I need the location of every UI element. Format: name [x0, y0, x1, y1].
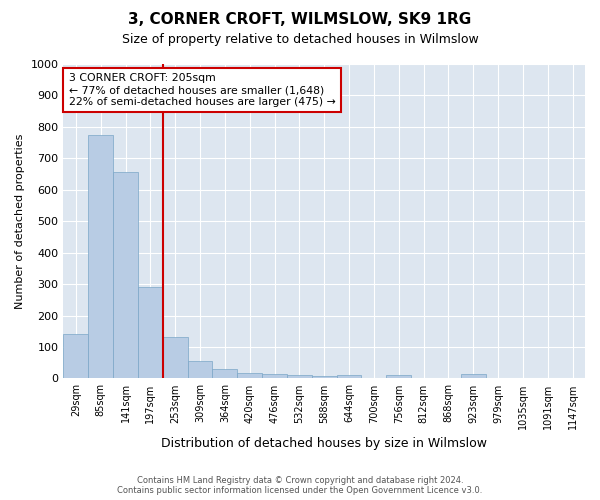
Bar: [163, 336, 188, 378]
Bar: [138, 287, 163, 378]
Text: 3, CORNER CROFT, WILMSLOW, SK9 1RG: 3, CORNER CROFT, WILMSLOW, SK9 1RG: [128, 12, 472, 28]
Bar: [212, 369, 237, 378]
Bar: [337, 376, 361, 378]
Bar: [188, 360, 212, 378]
X-axis label: Distribution of detached houses by size in Wilmslow: Distribution of detached houses by size …: [161, 437, 487, 450]
Text: Size of property relative to detached houses in Wilmslow: Size of property relative to detached ho…: [122, 32, 478, 46]
Bar: [237, 373, 262, 378]
Y-axis label: Number of detached properties: Number of detached properties: [15, 134, 25, 309]
Bar: [113, 172, 138, 378]
Bar: [461, 374, 485, 378]
Bar: [88, 134, 113, 378]
Bar: [64, 334, 88, 378]
Bar: [386, 376, 411, 378]
Text: 3 CORNER CROFT: 205sqm
← 77% of detached houses are smaller (1,648)
22% of semi-: 3 CORNER CROFT: 205sqm ← 77% of detached…: [68, 74, 335, 106]
Bar: [262, 374, 287, 378]
Bar: [312, 376, 337, 378]
Text: Contains HM Land Registry data © Crown copyright and database right 2024.
Contai: Contains HM Land Registry data © Crown c…: [118, 476, 482, 495]
Bar: [287, 376, 312, 378]
